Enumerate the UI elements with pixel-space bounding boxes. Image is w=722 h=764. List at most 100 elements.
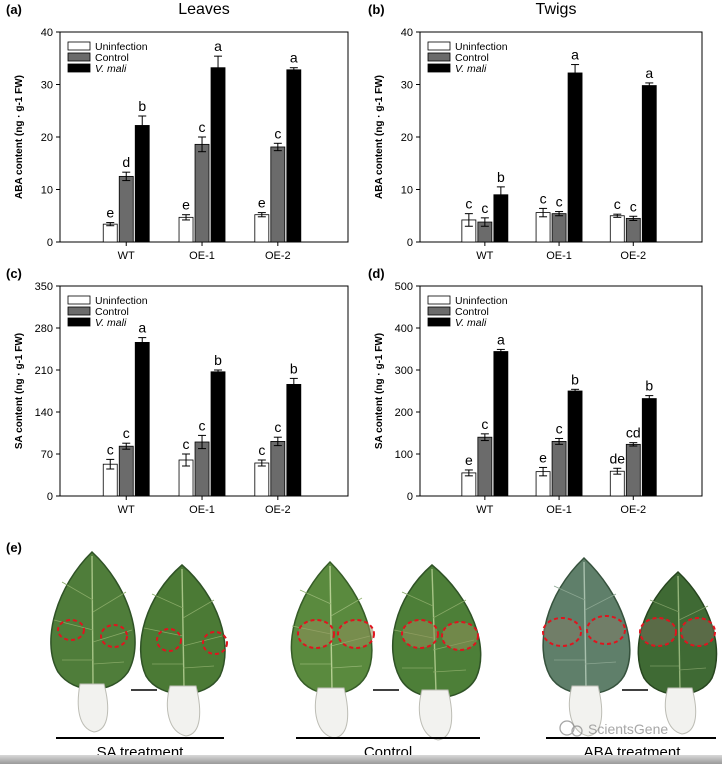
significance-letter: b <box>571 371 579 387</box>
bar <box>567 390 583 497</box>
chart-panel: (c) 0 70 140 210 280 350 SA content (ng · g-1 F… <box>6 266 349 516</box>
lesion-ring <box>639 617 677 647</box>
x-tick-label: OE-1 <box>189 504 215 516</box>
bar <box>625 217 641 243</box>
x-tick-label: OE-2 <box>620 250 646 262</box>
legend-label: Uninfection <box>95 41 148 53</box>
significance-letter: e <box>539 449 547 465</box>
bar <box>551 440 567 497</box>
significance-letter: c <box>556 420 563 436</box>
panel-label-e: (e) <box>6 540 22 555</box>
panel-label: (b) <box>368 2 385 17</box>
significance-letter: c <box>465 196 472 212</box>
chart-panel: (b) Twigs 0 10 20 30 40 ABA content (ng · g-1 F… <box>368 1 703 262</box>
y-tick-label: 200 <box>395 407 413 419</box>
charts-layer: (a) Leaves 0 10 20 30 40 ABA content (ng · g-1 … <box>6 1 703 516</box>
significance-letter: c <box>556 194 563 210</box>
bar <box>567 72 583 243</box>
bar <box>194 143 210 243</box>
y-tick-label: 40 <box>401 27 413 39</box>
x-tick-label: OE-2 <box>265 250 291 262</box>
y-axis-label: SA content (ng · g-1 FW) <box>374 333 385 449</box>
significance-letter: b <box>645 378 653 394</box>
watermark: ScientsGene <box>559 720 668 737</box>
y-tick-label: 350 <box>35 281 53 293</box>
lesion-ring <box>680 617 716 647</box>
x-tick-label: WT <box>476 504 493 516</box>
bar <box>134 125 150 243</box>
y-tick-label: 30 <box>401 80 413 92</box>
legend-swatch <box>67 306 91 316</box>
legend-swatch <box>67 52 91 62</box>
y-tick-label: 500 <box>395 281 413 293</box>
chart-title: Leaves <box>178 1 230 18</box>
y-tick-label: 210 <box>35 365 53 377</box>
y-tick-label: 10 <box>401 185 413 197</box>
bar <box>641 398 657 497</box>
bar <box>102 223 118 243</box>
x-tick-label: WT <box>118 250 135 262</box>
bar <box>118 175 134 243</box>
bar <box>254 214 270 243</box>
y-tick-label: 0 <box>407 237 413 249</box>
chart-panel: (d) 0 100 200 300 400 500 SA content (ng · g-1 … <box>368 266 703 516</box>
legend-swatch <box>427 52 451 62</box>
leaf-aba-1 <box>542 556 631 737</box>
significance-letter: c <box>183 436 190 452</box>
lesion-ring <box>156 628 182 652</box>
y-tick-label: 40 <box>41 27 53 39</box>
bar <box>134 341 150 497</box>
significance-letter: a <box>645 65 653 81</box>
watermark-text: ScientsGene <box>588 721 668 737</box>
chart-panel: (a) Leaves 0 10 20 30 40 ABA content (ng · g-1 … <box>6 1 349 262</box>
x-tick-label: WT <box>476 250 493 262</box>
bar <box>609 215 625 243</box>
significance-letter: c <box>199 119 206 135</box>
bar <box>641 85 657 243</box>
x-tick-label: OE-1 <box>189 250 215 262</box>
y-tick-label: 70 <box>41 449 53 461</box>
legend-label: Control <box>455 306 489 318</box>
bar <box>609 470 625 497</box>
panel-label: (a) <box>6 2 22 17</box>
bar <box>477 436 493 497</box>
x-tick-label: OE-1 <box>546 250 572 262</box>
bar <box>461 472 477 497</box>
significance-letter: c <box>107 441 114 457</box>
legend-label: V. mali <box>95 317 127 329</box>
legend-swatch <box>67 295 91 305</box>
significance-letter: de <box>609 450 625 466</box>
x-tick-label: OE-2 <box>265 504 291 516</box>
leaf-sa-2 <box>139 564 226 737</box>
y-tick-label: 140 <box>35 407 53 419</box>
lesion-ring <box>297 619 335 649</box>
cropped-caption-strip <box>0 755 722 764</box>
lesion-ring <box>542 617 582 647</box>
y-tick-label: 400 <box>395 323 413 335</box>
y-axis-label: ABA content (ng · g-1 FW) <box>14 75 25 199</box>
significance-letter: a <box>497 331 505 347</box>
significance-letter: c <box>630 198 637 214</box>
leaf-sa-1 <box>50 550 136 733</box>
y-tick-label: 30 <box>41 80 53 92</box>
panel-label: (c) <box>6 266 22 281</box>
photo-panel: (e) <box>6 540 718 761</box>
significance-letter: c <box>540 190 547 206</box>
bar <box>625 443 641 497</box>
bar <box>286 383 302 497</box>
leaf-aba-2 <box>637 570 718 735</box>
legend-swatch <box>67 41 91 51</box>
legend-label: V. mali <box>455 317 487 329</box>
legend-swatch <box>427 306 451 316</box>
y-tick-label: 280 <box>35 323 53 335</box>
significance-letter: e <box>182 197 190 213</box>
bar <box>118 445 134 497</box>
significance-letter: c <box>274 125 281 141</box>
significance-letter: b <box>138 98 146 114</box>
y-tick-label: 0 <box>407 491 413 503</box>
watermark-logo-icon <box>559 720 575 736</box>
bar <box>493 351 509 497</box>
significance-letter: c <box>274 419 281 435</box>
y-tick-label: 10 <box>41 185 53 197</box>
lesion-ring <box>401 619 439 649</box>
